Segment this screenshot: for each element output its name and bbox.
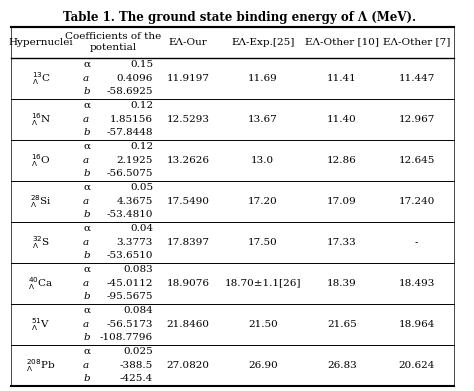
Text: 20.624: 20.624 bbox=[399, 361, 435, 370]
Text: 17.20: 17.20 bbox=[248, 197, 278, 206]
Text: 18.39: 18.39 bbox=[327, 279, 357, 288]
Text: a: a bbox=[83, 156, 89, 165]
Text: -57.8448: -57.8448 bbox=[107, 128, 153, 137]
Text: $_\Lambda^{28}$Si: $_\Lambda^{28}$Si bbox=[30, 193, 52, 210]
Text: a: a bbox=[83, 361, 89, 370]
Text: 18.70±1.1[26]: 18.70±1.1[26] bbox=[225, 279, 301, 288]
Text: EΛ-Our: EΛ-Our bbox=[169, 38, 208, 47]
Text: 11.9197: 11.9197 bbox=[166, 74, 210, 83]
Text: 0.083: 0.083 bbox=[123, 265, 153, 274]
Text: 0.04: 0.04 bbox=[130, 224, 153, 233]
Text: $_\Lambda^{40}$Ca: $_\Lambda^{40}$Ca bbox=[28, 275, 54, 292]
Text: $_\Lambda^{16}$O: $_\Lambda^{16}$O bbox=[31, 152, 51, 169]
Text: Coefficients of the
potential: Coefficients of the potential bbox=[65, 32, 162, 52]
Text: 13.2626: 13.2626 bbox=[166, 156, 210, 165]
Text: 26.90: 26.90 bbox=[248, 361, 278, 370]
Text: Hypernuclei: Hypernuclei bbox=[9, 38, 73, 47]
Text: -425.4: -425.4 bbox=[120, 375, 153, 384]
Text: b: b bbox=[83, 210, 90, 219]
Text: $_\Lambda^{32}$S: $_\Lambda^{32}$S bbox=[32, 234, 50, 251]
Text: b: b bbox=[83, 251, 90, 260]
Text: α: α bbox=[83, 142, 90, 151]
Text: 17.5490: 17.5490 bbox=[166, 197, 210, 206]
Text: 18.9076: 18.9076 bbox=[166, 279, 210, 288]
Text: 17.33: 17.33 bbox=[327, 238, 357, 247]
Text: b: b bbox=[83, 292, 90, 301]
Text: α: α bbox=[83, 347, 90, 356]
Text: 1.85156: 1.85156 bbox=[110, 115, 153, 124]
Text: 21.8460: 21.8460 bbox=[166, 320, 210, 329]
Text: $_\Lambda^{13}$C: $_\Lambda^{13}$C bbox=[32, 70, 51, 86]
Text: 11.41: 11.41 bbox=[327, 74, 357, 83]
Text: 11.447: 11.447 bbox=[399, 74, 435, 83]
Text: 0.05: 0.05 bbox=[130, 183, 153, 192]
Text: 18.964: 18.964 bbox=[399, 320, 435, 329]
Text: 17.240: 17.240 bbox=[399, 197, 435, 206]
Text: 0.084: 0.084 bbox=[123, 306, 153, 315]
Text: 0.15: 0.15 bbox=[130, 60, 153, 69]
Text: -58.6925: -58.6925 bbox=[107, 87, 153, 96]
Text: Table 1. The ground state binding energy of Λ (MeV).: Table 1. The ground state binding energy… bbox=[63, 11, 416, 24]
Text: -45.0112: -45.0112 bbox=[107, 279, 153, 288]
Text: b: b bbox=[83, 334, 90, 343]
Text: -95.5675: -95.5675 bbox=[107, 292, 153, 301]
Text: a: a bbox=[83, 279, 89, 288]
Text: α: α bbox=[83, 183, 90, 192]
Text: EΛ-Other [7]: EΛ-Other [7] bbox=[383, 38, 450, 47]
Text: $_\Lambda^{51}$V: $_\Lambda^{51}$V bbox=[31, 316, 51, 333]
Text: a: a bbox=[83, 238, 89, 247]
Text: -: - bbox=[415, 238, 419, 247]
Text: -56.5173: -56.5173 bbox=[107, 320, 153, 329]
Text: 17.50: 17.50 bbox=[248, 238, 278, 247]
Text: 27.0820: 27.0820 bbox=[166, 361, 210, 370]
Text: a: a bbox=[83, 320, 89, 329]
Text: EΛ-Exp.[25]: EΛ-Exp.[25] bbox=[231, 38, 294, 47]
Text: 13.67: 13.67 bbox=[248, 115, 278, 124]
Text: -56.5075: -56.5075 bbox=[107, 169, 153, 178]
Text: 12.967: 12.967 bbox=[399, 115, 435, 124]
Text: 11.69: 11.69 bbox=[248, 74, 278, 83]
Text: α: α bbox=[83, 101, 90, 110]
Text: α: α bbox=[83, 224, 90, 233]
Text: 18.493: 18.493 bbox=[399, 279, 435, 288]
Text: α: α bbox=[83, 306, 90, 315]
Text: a: a bbox=[83, 197, 89, 206]
Text: EΛ-Other [10]: EΛ-Other [10] bbox=[305, 38, 379, 47]
Text: b: b bbox=[83, 375, 90, 384]
Text: 26.83: 26.83 bbox=[327, 361, 357, 370]
Text: 0.025: 0.025 bbox=[123, 347, 153, 356]
Text: 0.4096: 0.4096 bbox=[117, 74, 153, 83]
Text: 12.86: 12.86 bbox=[327, 156, 357, 165]
Text: $_\Lambda^{208}$Pb: $_\Lambda^{208}$Pb bbox=[27, 357, 56, 374]
Text: b: b bbox=[83, 128, 90, 137]
Text: b: b bbox=[83, 87, 90, 96]
Text: b: b bbox=[83, 169, 90, 178]
Text: $_\Lambda^{16}$N: $_\Lambda^{16}$N bbox=[31, 111, 51, 127]
Text: 0.12: 0.12 bbox=[130, 101, 153, 110]
Text: α: α bbox=[83, 265, 90, 274]
Text: -53.4810: -53.4810 bbox=[107, 210, 153, 219]
Text: 13.0: 13.0 bbox=[251, 156, 274, 165]
Text: 4.3675: 4.3675 bbox=[117, 197, 153, 206]
Text: 17.09: 17.09 bbox=[327, 197, 357, 206]
Text: 0.12: 0.12 bbox=[130, 142, 153, 151]
Text: -53.6510: -53.6510 bbox=[107, 251, 153, 260]
Text: -108.7796: -108.7796 bbox=[100, 334, 153, 343]
Text: 12.645: 12.645 bbox=[399, 156, 435, 165]
Text: a: a bbox=[83, 115, 89, 124]
Text: -388.5: -388.5 bbox=[120, 361, 153, 370]
Text: 11.40: 11.40 bbox=[327, 115, 357, 124]
Text: 12.5293: 12.5293 bbox=[166, 115, 210, 124]
Text: α: α bbox=[83, 60, 90, 69]
Text: 21.50: 21.50 bbox=[248, 320, 278, 329]
Text: 3.3773: 3.3773 bbox=[117, 238, 153, 247]
Text: 17.8397: 17.8397 bbox=[166, 238, 210, 247]
Text: a: a bbox=[83, 74, 89, 83]
Text: 21.65: 21.65 bbox=[327, 320, 357, 329]
Text: 2.1925: 2.1925 bbox=[117, 156, 153, 165]
